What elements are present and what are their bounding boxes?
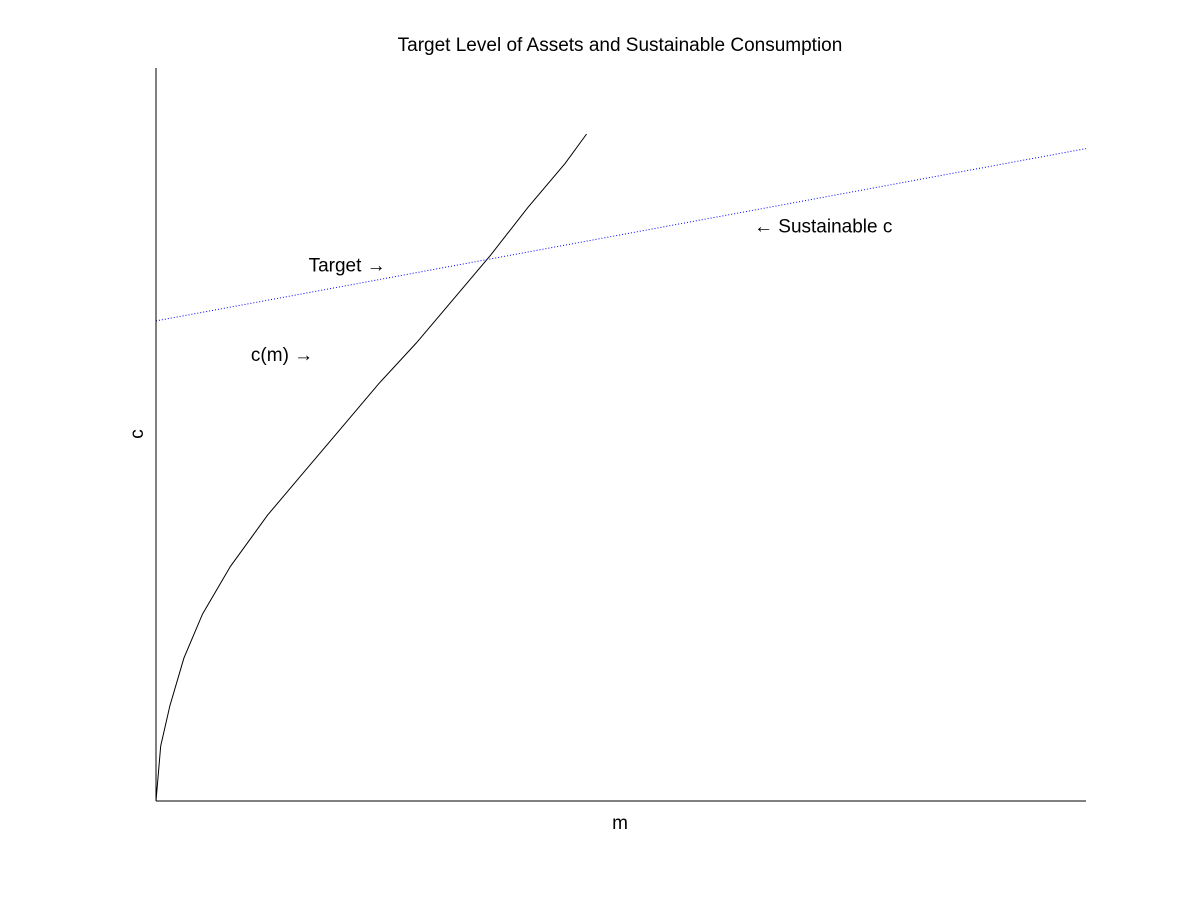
annotation-target: Target → [309, 255, 386, 276]
series-layer [155, 133, 1087, 802]
consumption-function-curve [155, 133, 588, 802]
annotation-layer: Target → c(m) → ← Sustainable c [251, 217, 892, 366]
annotation-sustainable: ← Sustainable c [754, 217, 892, 238]
y-axis-label: c [127, 429, 148, 439]
x-axis-label: m [612, 813, 628, 834]
annotation-cm: c(m) → [251, 345, 313, 366]
chart-title: Target Level of Assets and Sustainable C… [398, 35, 843, 56]
